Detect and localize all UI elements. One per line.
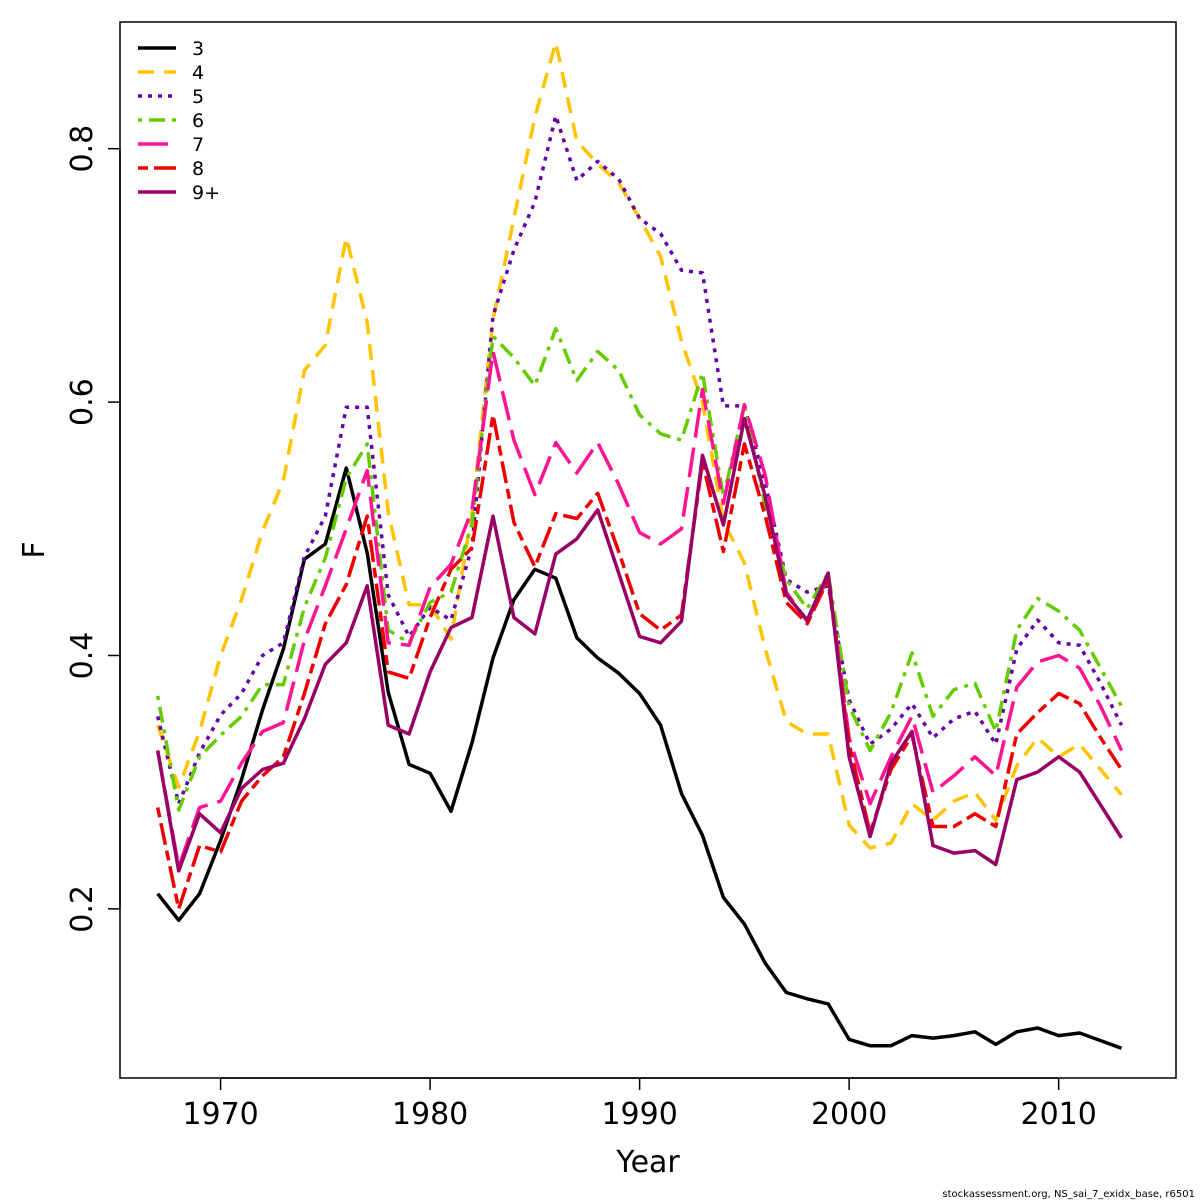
legend-label: 3 (192, 38, 204, 60)
x-tick-label: 1990 (601, 1097, 677, 1132)
legend-item: 9+ (138, 182, 220, 204)
y-tick-label: 0.4 (65, 632, 100, 680)
plot-frame (119, 21, 1177, 1079)
legend-item: 4 (138, 62, 204, 84)
legend-label: 9+ (192, 182, 220, 204)
series-line-2 (156, 40, 1123, 850)
series-line-4 (155, 326, 1124, 812)
x-tick-label: 1970 (182, 1097, 258, 1132)
legend-item: 7 (138, 134, 204, 156)
series-line-6 (155, 413, 1123, 911)
y-tick-label: 0.8 (65, 125, 100, 173)
series-line-3 (155, 114, 1124, 806)
x-tick-label: 2000 (811, 1097, 887, 1132)
legend-item: 8 (138, 158, 204, 180)
legend-label: 4 (192, 62, 204, 84)
x-tick-label: 2010 (1020, 1097, 1096, 1132)
legend-label: 7 (192, 134, 204, 156)
series-layer (155, 40, 1124, 1050)
x-axis-title: Year (615, 1145, 680, 1180)
legend-label: 5 (192, 86, 204, 108)
series-line-7 (155, 416, 1123, 873)
y-axis: 0.2 0.4 0.6 0.8 (65, 125, 121, 933)
legend-label: 8 (192, 158, 204, 180)
y-tick-label: 0.6 (65, 378, 100, 426)
y-tick-label: 0.2 (65, 885, 100, 933)
series-line-1 (156, 466, 1123, 1050)
x-tick-label: 1980 (392, 1097, 468, 1132)
legend-item: 3 (138, 38, 204, 60)
x-axis: 1970 1980 1990 2000 2010 (182, 1077, 1097, 1132)
y-axis-title: F (17, 541, 52, 558)
credit-text: stockassessment.org, NS_sai_7_exidx_base… (942, 1189, 1195, 1200)
legend-label: 6 (192, 110, 204, 132)
legend-item: 6 (138, 110, 204, 132)
series-line-5 (155, 349, 1124, 869)
legend-item: 5 (138, 86, 204, 108)
